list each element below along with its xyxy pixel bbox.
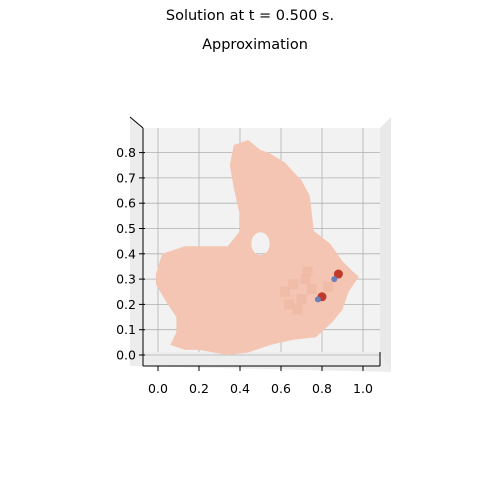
y-tick-label-7: 0.7 — [116, 170, 136, 185]
y-tick-label-4: 0.4 — [116, 246, 136, 261]
surface-region — [155, 140, 359, 355]
x-axis-ticks: 0.0 0.2 0.4 0.6 0.8 1.0 — [148, 366, 373, 396]
y-tick-label-1: 0.1 — [116, 322, 136, 337]
x-tick-label-3: 0.6 — [271, 381, 291, 396]
surface-patch-3 — [300, 274, 311, 285]
axis-edges — [129, 116, 381, 367]
surface-patch-8 — [323, 281, 334, 292]
y-tick-label-8: 0.8 — [116, 145, 136, 160]
y-axis-ticks: 0.0 0.1 0.2 0.3 0.4 0.5 0.6 0.7 0.8 — [116, 145, 145, 363]
figure-suptitle: Solution at t = 0.500 s. — [165, 8, 335, 24]
x-tick-label-4: 0.8 — [312, 381, 332, 396]
feature-low-1 — [314, 296, 321, 303]
x-tick-label-0: 0.0 — [148, 381, 168, 396]
x-tick-label-2: 0.4 — [230, 381, 250, 396]
edge-top-left — [129, 116, 144, 129]
surface-patch-4 — [292, 304, 303, 315]
x-tick-label-1: 0.2 — [189, 381, 209, 396]
y-tick-label-3: 0.3 — [116, 272, 136, 287]
feature-high-2 — [333, 269, 343, 279]
surface-patch-0 — [280, 286, 291, 297]
surface-patch-7 — [302, 266, 313, 277]
feature-low-3 — [331, 276, 338, 283]
surface-layer — [155, 140, 359, 355]
surface-patch-2 — [296, 294, 307, 305]
right-pane — [380, 117, 391, 372]
surface-patch-5 — [306, 284, 317, 295]
surface-patch-6 — [284, 299, 295, 310]
axes-title: Approximation — [202, 37, 308, 53]
x-tick-label-5: 1.0 — [353, 381, 373, 396]
floor-pane — [130, 352, 391, 372]
y-tick-label-2: 0.2 — [116, 297, 136, 312]
left-pane — [130, 117, 143, 366]
surface-features — [314, 269, 343, 303]
y-tick-label-5: 0.5 — [116, 221, 136, 236]
y-tick-label-6: 0.6 — [116, 196, 136, 211]
surface-patch-1 — [288, 279, 299, 290]
y-tick-label-0: 0.0 — [116, 348, 136, 363]
